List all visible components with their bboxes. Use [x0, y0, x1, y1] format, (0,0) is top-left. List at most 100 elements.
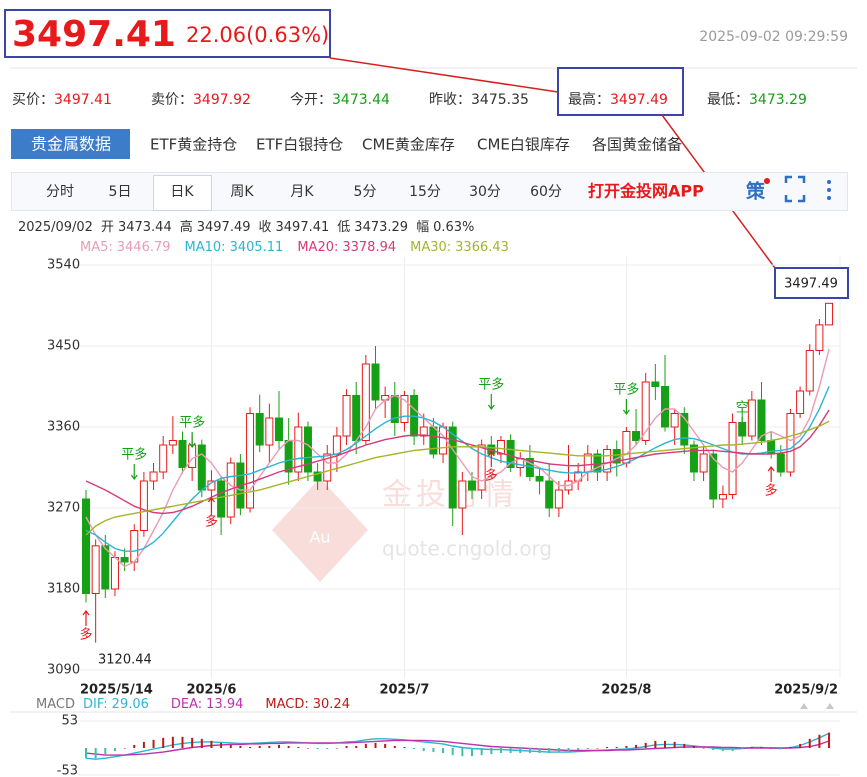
macd-bar	[249, 746, 252, 748]
quote-value: 3497.92	[193, 92, 251, 108]
candle-body	[776, 453, 785, 473]
candle-body	[352, 395, 361, 441]
macd-bar	[413, 748, 416, 750]
signal-arrow	[622, 399, 630, 415]
legend-name: MACD:	[265, 697, 308, 712]
y-tick-label: -53	[57, 764, 78, 777]
period-tab[interactable]: 分时	[46, 184, 74, 200]
signal-arrow	[82, 610, 90, 626]
candle-body	[641, 381, 650, 441]
period-tab[interactable]: 周K	[230, 184, 254, 200]
y-tick-label: 3360	[47, 420, 80, 435]
y-tick-label: 3450	[47, 339, 80, 354]
more-icon[interactable]	[827, 180, 831, 200]
macd-bar	[113, 748, 116, 752]
legend-name: MA10:	[185, 240, 226, 255]
tab[interactable]: 贵金属数据	[31, 135, 111, 154]
candle-body	[294, 426, 303, 473]
candle-body	[159, 444, 168, 473]
macd-bar	[297, 746, 300, 748]
legend-name: DIF:	[83, 697, 108, 712]
scroll-arrows[interactable]	[800, 703, 834, 709]
quote: 买价：3497.41	[12, 92, 112, 108]
candle-body	[651, 381, 660, 387]
macd-bar	[268, 745, 271, 748]
info-label: 高	[180, 219, 193, 235]
macd-bar	[142, 741, 145, 748]
macd-legend: MACD DIF: 29.06 DEA: 13.94 MACD: 30.24	[36, 697, 350, 712]
legend-name: MA30:	[410, 240, 451, 255]
watermark-url: quote.cngold.org	[382, 537, 552, 561]
period-tab[interactable]: 60分	[530, 184, 562, 200]
candle-body	[680, 413, 689, 446]
candle-body	[661, 386, 669, 428]
candle-body	[699, 453, 708, 473]
macd-bar	[808, 738, 811, 748]
macd-bar	[712, 748, 715, 751]
tab-active[interactable]	[11, 129, 130, 159]
quote-value: 3473.44	[332, 92, 390, 108]
legend-value: 3366.43	[455, 240, 509, 255]
macd-bar	[548, 748, 551, 754]
tab[interactable]: ETF白银持仓	[256, 136, 343, 154]
legend-value: 3405.11	[230, 240, 284, 255]
macd-bar	[741, 748, 744, 750]
tab[interactable]: 各国黄金储备	[592, 136, 682, 154]
price: 3497.41	[12, 14, 176, 55]
tab[interactable]: CME白银库存	[477, 136, 570, 154]
period-tab[interactable]: 15分	[409, 184, 441, 200]
macd-bar	[606, 746, 609, 748]
macd-bar	[779, 748, 782, 750]
macd-bar	[557, 748, 560, 753]
y-tick-label: 3270	[47, 501, 80, 516]
candle-body	[458, 480, 467, 509]
legend-name: DEA:	[171, 697, 202, 712]
candle-body	[670, 413, 679, 428]
macd-bar	[499, 748, 502, 754]
period-tab[interactable]: 5分	[354, 184, 377, 200]
period-tab[interactable]: 月K	[290, 184, 314, 200]
period-tab[interactable]: 日K	[170, 184, 194, 200]
signal-label: 多	[765, 483, 778, 499]
macd-bar	[345, 745, 348, 748]
signal-label: 平多	[179, 415, 205, 431]
macd-bar	[586, 748, 589, 750]
quote-value: 3497.41	[54, 92, 112, 108]
candle-body	[284, 440, 293, 473]
quote-label: 今开：	[290, 92, 332, 108]
candle-body	[554, 489, 563, 509]
macd-bar	[85, 748, 87, 759]
signal-label: 平多	[613, 382, 639, 398]
y-tick-label: 3090	[47, 663, 80, 678]
candle-body	[313, 471, 322, 482]
tab[interactable]: ETF黄金持仓	[150, 136, 237, 154]
candle-body	[535, 476, 544, 482]
period-tab[interactable]: 30分	[469, 184, 501, 200]
period-tab[interactable]: 5日	[109, 184, 132, 200]
ma-line	[85, 386, 830, 552]
info-value: 3497.41	[276, 220, 330, 235]
tab-row: 贵金属数据 ETF黄金持仓 ETF白银持仓 CME黄金库存 CME白银库存 各国黄金储备	[31, 135, 682, 154]
candle-body	[342, 395, 351, 437]
info-label: 幅	[416, 220, 429, 235]
candle-body	[496, 440, 505, 455]
ma-line	[85, 409, 830, 515]
macd-bar	[335, 748, 338, 749]
fullscreen-icon[interactable]	[784, 175, 806, 203]
macd-chart: 53 -53 MACD DIF: 29.06 DEA: 13.94 MACD: 30.24	[10, 697, 857, 777]
macd-bar	[750, 746, 753, 748]
connector	[329, 57, 559, 93]
candle-body	[815, 324, 824, 351]
macd-bar	[471, 748, 473, 757]
strategy-icon[interactable]: 策	[746, 180, 766, 203]
macd-bar	[538, 748, 541, 754]
tab[interactable]: CME黄金库存	[362, 136, 455, 154]
legend-value: 30.24	[313, 697, 350, 712]
promo[interactable]: 打开金投网APP	[588, 182, 704, 201]
legend-name: MA20:	[297, 240, 338, 255]
candle-body	[825, 302, 834, 326]
macd-bar	[577, 748, 580, 751]
quote-label: 最高：	[568, 91, 610, 108]
candle-body	[583, 453, 592, 473]
